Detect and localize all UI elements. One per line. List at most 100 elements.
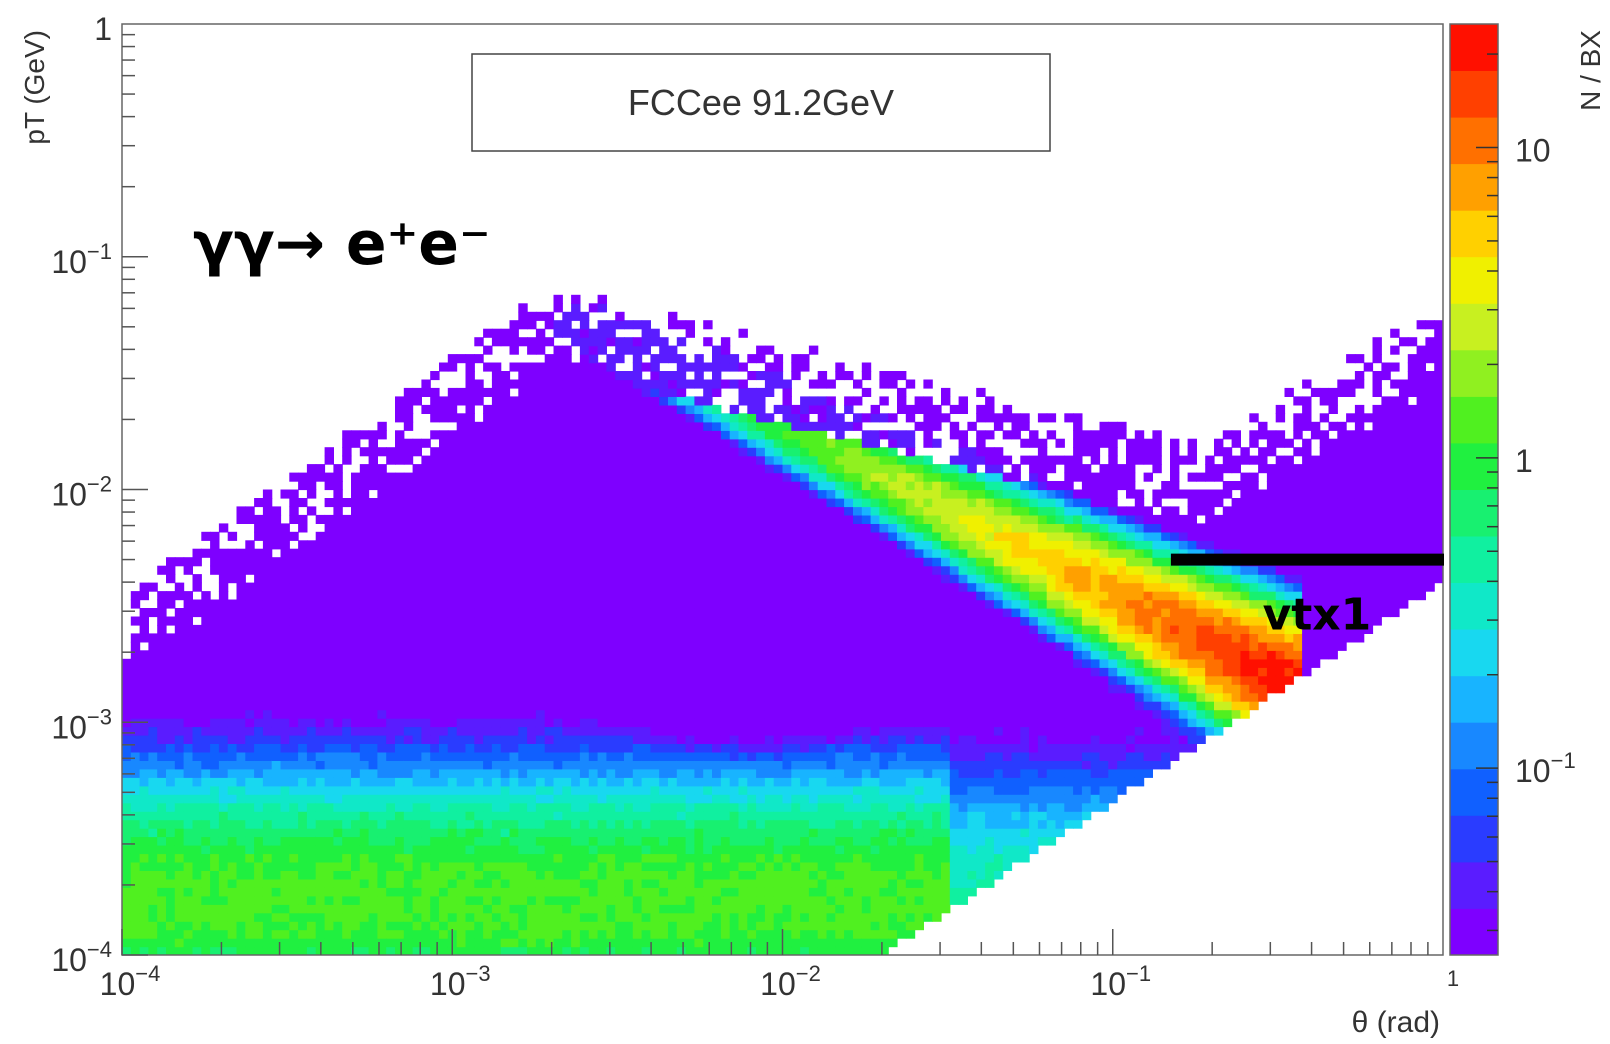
heatmap-cell bbox=[747, 413, 757, 423]
heatmap-cell bbox=[245, 684, 255, 694]
heatmap-cell bbox=[588, 582, 599, 592]
heatmap-cell bbox=[210, 565, 220, 575]
heatmap-cell bbox=[403, 557, 414, 567]
heatmap-cell bbox=[500, 489, 511, 499]
heatmap-cell bbox=[474, 726, 484, 736]
heatmap-cell bbox=[764, 709, 775, 719]
heatmap-cell bbox=[817, 574, 828, 584]
heatmap-cell bbox=[562, 760, 572, 770]
heatmap-cell bbox=[535, 946, 546, 955]
heatmap-cell bbox=[324, 946, 334, 955]
heatmap-cell bbox=[412, 777, 422, 787]
heatmap-cell bbox=[280, 624, 290, 634]
heatmap-cell bbox=[342, 760, 352, 770]
heatmap-cell bbox=[527, 430, 537, 440]
heatmap-cell bbox=[439, 853, 449, 863]
heatmap-cell bbox=[139, 853, 149, 863]
heatmap-cell bbox=[280, 701, 290, 711]
heatmap-cell bbox=[544, 785, 555, 795]
heatmap-cell bbox=[474, 785, 484, 795]
heatmap-cell bbox=[571, 777, 581, 787]
heatmap-cell bbox=[729, 684, 740, 694]
heatmap-cell bbox=[791, 709, 801, 719]
heatmap-cell bbox=[571, 311, 581, 321]
heatmap-cell bbox=[377, 734, 387, 744]
heatmap-cell bbox=[439, 667, 449, 677]
heatmap-cell bbox=[439, 464, 449, 474]
heatmap-cell bbox=[527, 371, 537, 381]
heatmap-cell bbox=[254, 498, 264, 508]
heatmap-cell bbox=[518, 641, 528, 651]
heatmap-cell bbox=[738, 379, 748, 389]
heatmap-cell bbox=[782, 438, 792, 448]
heatmap-cell bbox=[553, 396, 563, 406]
heatmap-cell bbox=[412, 548, 422, 558]
heatmap-cell bbox=[800, 836, 810, 846]
heatmap-cell bbox=[808, 929, 819, 939]
heatmap-cell bbox=[756, 785, 766, 795]
heatmap-cell bbox=[333, 650, 343, 660]
heatmap-cell bbox=[518, 396, 528, 406]
heatmap-cell bbox=[712, 641, 722, 651]
heatmap-cell bbox=[245, 734, 255, 744]
heatmap-cell bbox=[359, 641, 370, 651]
heatmap-cell bbox=[298, 743, 308, 753]
heatmap-cell bbox=[474, 548, 484, 558]
heatmap-cell bbox=[747, 472, 757, 482]
heatmap-cell bbox=[368, 540, 378, 550]
heatmap-cell bbox=[333, 912, 343, 922]
heatmap-cell bbox=[764, 861, 775, 871]
heatmap-cell bbox=[527, 345, 537, 355]
heatmap-cell bbox=[465, 591, 475, 601]
heatmap-cell bbox=[254, 608, 264, 618]
heatmap-cell bbox=[491, 667, 502, 677]
heatmap-cell bbox=[412, 684, 422, 694]
heatmap-cell bbox=[571, 574, 581, 584]
heatmap-cell bbox=[465, 684, 475, 694]
heatmap-cell bbox=[535, 540, 546, 550]
heatmap-cell bbox=[377, 633, 387, 643]
heatmap-cell bbox=[315, 836, 326, 846]
heatmap-cell bbox=[615, 828, 625, 838]
heatmap-cell bbox=[535, 624, 546, 634]
heatmap-cell bbox=[729, 472, 740, 482]
heatmap-cell bbox=[201, 616, 211, 626]
heatmap-cell bbox=[694, 362, 704, 372]
heatmap-cell bbox=[298, 472, 308, 482]
heatmap-cell bbox=[756, 599, 766, 609]
heatmap-cell bbox=[148, 734, 158, 744]
heatmap-cell bbox=[403, 938, 414, 948]
heatmap-cell bbox=[474, 396, 484, 406]
heatmap-cell bbox=[676, 658, 687, 668]
heatmap-cell bbox=[738, 489, 748, 499]
heatmap-cell bbox=[659, 658, 669, 668]
heatmap-cell bbox=[606, 591, 616, 601]
heatmap-cell bbox=[694, 591, 704, 601]
heatmap-cell bbox=[333, 531, 343, 541]
heatmap-cell bbox=[738, 828, 748, 838]
heatmap-cell bbox=[421, 734, 431, 744]
heatmap-cell bbox=[403, 887, 414, 897]
heatmap-cell bbox=[756, 455, 766, 465]
heatmap-cell bbox=[606, 328, 616, 338]
heatmap-cell bbox=[817, 946, 828, 955]
heatmap-cell bbox=[386, 667, 396, 677]
heatmap-cell bbox=[218, 878, 229, 888]
heatmap-cell bbox=[324, 768, 334, 778]
heatmap-cell bbox=[615, 861, 625, 871]
heatmap-cell bbox=[579, 785, 590, 795]
heatmap-cell bbox=[483, 701, 493, 711]
heatmap-cell bbox=[712, 811, 722, 821]
heatmap-cell bbox=[130, 768, 141, 778]
heatmap-cell bbox=[491, 675, 502, 685]
heatmap-cell bbox=[421, 912, 431, 922]
heatmap-cell bbox=[351, 912, 361, 922]
heatmap-cell bbox=[764, 726, 775, 736]
heatmap-cell bbox=[148, 760, 158, 770]
heatmap-cell bbox=[500, 599, 511, 609]
heatmap-cell bbox=[597, 785, 607, 795]
heatmap-cell bbox=[782, 921, 792, 931]
heatmap-cell bbox=[685, 726, 695, 736]
heatmap-cell bbox=[192, 887, 202, 897]
heatmap-cell bbox=[174, 726, 185, 736]
